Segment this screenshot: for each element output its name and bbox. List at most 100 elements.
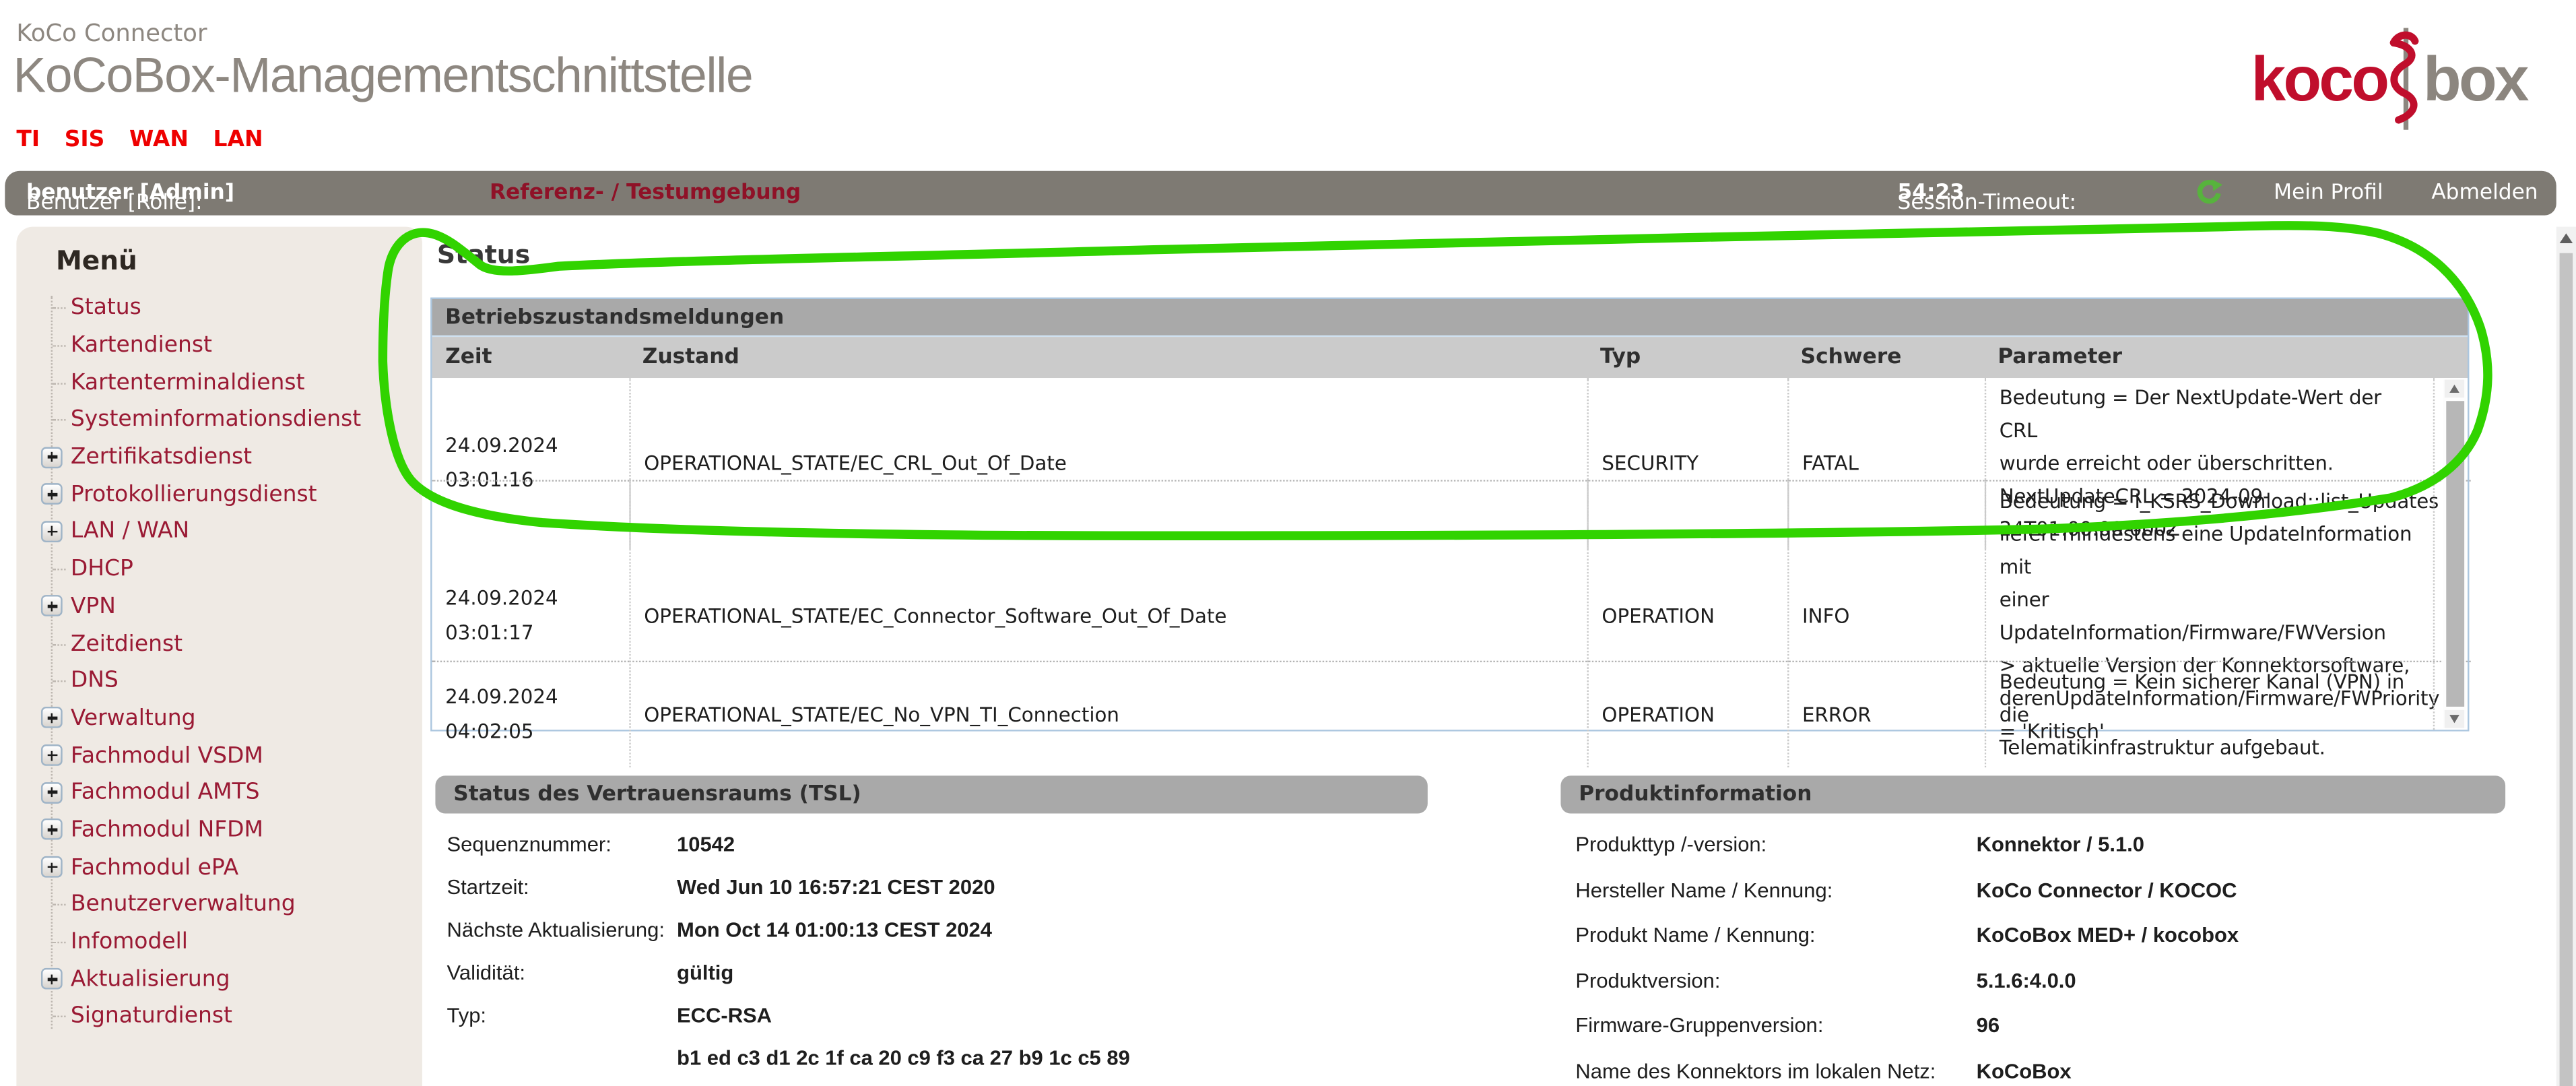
- expand-plus-icon[interactable]: [40, 856, 63, 879]
- menu-item-systeminformationsdienst[interactable]: Systeminformationsdienst: [16, 401, 422, 438]
- session-topbar: Benutzer [Rolle]: benutzer [Admin] Refer…: [5, 170, 2556, 216]
- betriebszustand-table: Betriebszustandsmeldungen Zeit Zustand T…: [430, 297, 2471, 768]
- tree-stub: [53, 941, 66, 944]
- tree-stub: [53, 308, 66, 310]
- menu-item-fachmodul-nfdm[interactable]: Fachmodul NFDM: [16, 811, 422, 848]
- table-row: 24.09.2024 04:02:05 OPERATIONAL_STATE/EC…: [432, 660, 2471, 768]
- page-title-main: KoCoBox-Managementschnittstelle: [13, 49, 754, 104]
- menu-item-fachmodul-amts[interactable]: Fachmodul AMTS: [16, 774, 422, 811]
- interface-status-links: TI SIS WAN LAN: [16, 127, 263, 153]
- product-fields: Produkttyp /-version: Konnektor / 5.1.0 …: [1575, 833, 2528, 1086]
- menu-item-signaturdienst[interactable]: Signaturdienst: [16, 998, 422, 1035]
- tree-stub: [53, 569, 66, 571]
- menu-item-kartendienst[interactable]: Kartendienst: [16, 327, 422, 364]
- user-role-label: Benutzer [Rolle]: benutzer [Admin]: [26, 181, 235, 216]
- tree-stub: [53, 680, 66, 682]
- menu-item-status[interactable]: Status: [16, 289, 422, 326]
- menu-item-zeitdienst[interactable]: Zeitdienst: [16, 625, 422, 662]
- table-title-bar: Betriebszustandsmeldungen: [432, 298, 2468, 338]
- menu-item-verwaltung[interactable]: Verwaltung: [16, 699, 422, 736]
- field-row-konnektor-name: Name des Konnektors im lokalen Netz: KoC…: [1575, 1059, 2072, 1083]
- col-parameter: Parameter: [1997, 345, 2123, 370]
- menu-item-fachmodul-vsdm[interactable]: Fachmodul VSDM: [16, 736, 422, 773]
- field-row-validitaet: Validität: gültig: [447, 961, 734, 985]
- app-subtitle: KoCo Connector: [16, 21, 207, 48]
- user-role-value: benutzer [Admin]: [26, 181, 235, 205]
- menu-item-lan-wan[interactable]: LAN / WAN: [16, 513, 422, 550]
- page-scrollbar[interactable]: [2556, 226, 2576, 1086]
- tree-stub: [53, 1016, 66, 1018]
- expand-plus-icon[interactable]: [40, 819, 63, 841]
- col-typ: Typ: [1599, 345, 1641, 370]
- menu-item-dhcp[interactable]: DHCP: [16, 550, 422, 587]
- expand-plus-icon[interactable]: [40, 781, 63, 804]
- field-row-firmware-gruppenversion: Firmware-Gruppenversion: 96: [1575, 1014, 2000, 1037]
- field-row-naechste-aktualisierung: Nächste Aktualisierung: Mon Oct 14 01:00…: [447, 918, 992, 942]
- field-row-hersteller: Hersteller Name / Kennung: KoCo Connecto…: [1575, 878, 2237, 902]
- expand-plus-icon[interactable]: [40, 446, 63, 468]
- expand-plus-icon[interactable]: [40, 483, 63, 505]
- expand-plus-icon[interactable]: [40, 968, 63, 990]
- environment-badge: Referenz- / Testumgebung: [489, 181, 801, 205]
- refresh-session-icon[interactable]: [2193, 177, 2223, 214]
- field-row-typ: Typ: ECC-RSA: [447, 1004, 772, 1027]
- link-ti[interactable]: TI: [16, 126, 40, 153]
- field-row-startzeit: Startzeit: Wed Jun 10 16:57:21 CEST 2020: [447, 876, 995, 899]
- tree-stub: [53, 345, 66, 347]
- sidebar-menu: Menü Status Kartendienst Kartenterminald…: [16, 226, 422, 1086]
- menu-item-fachmodul-epa[interactable]: Fachmodul ePA: [16, 848, 422, 885]
- table-row: 24.09.2024 03:01:16 OPERATIONAL_STATE/EC…: [432, 378, 2468, 549]
- product-section-header: Produktinformation: [1560, 775, 2506, 814]
- menu-item-protokollierungsdienst[interactable]: Protokollierungsdienst: [16, 476, 422, 513]
- table-body: 24.09.2024 03:01:16 OPERATIONAL_STATE/EC…: [432, 378, 2471, 768]
- tree-stub: [53, 643, 66, 645]
- scroll-up-icon[interactable]: [2444, 379, 2465, 398]
- tree-stub: [53, 382, 66, 385]
- table-row: 24.09.2024 03:01:17 OPERATIONAL_STATE/EC…: [432, 480, 2471, 751]
- content-page-title: Status: [436, 240, 531, 270]
- expand-plus-icon[interactable]: [40, 707, 63, 729]
- menu-item-kartenterminaldienst[interactable]: Kartenterminaldienst: [16, 364, 422, 401]
- col-zeit: Zeit: [445, 345, 492, 370]
- menu-title: Menü: [55, 245, 137, 276]
- my-profile-link[interactable]: Mein Profil: [2274, 181, 2383, 205]
- col-schwere: Schwere: [1800, 345, 1902, 370]
- menu-item-vpn[interactable]: VPN: [16, 587, 422, 625]
- field-row-sequenznummer: Sequenznummer: 10542: [447, 833, 735, 856]
- aesculapius-staff-icon: [2389, 28, 2419, 130]
- field-row-produkttyp: Produkttyp /-version: Konnektor / 5.1.0: [1575, 833, 2145, 856]
- menu-item-dns[interactable]: DNS: [16, 662, 422, 699]
- field-row-produktversion: Produktversion: 5.1.6:4.0.0: [1575, 969, 2076, 992]
- scrollbar-divider: [2433, 378, 2435, 730]
- page-scrollbar-thumb[interactable]: [2559, 253, 2573, 1086]
- table-scrollbar[interactable]: [2443, 379, 2466, 728]
- menu-item-benutzerverwaltung[interactable]: Benutzerverwaltung: [16, 886, 422, 923]
- table-column-headers: Zeit Zustand Typ Schwere Parameter: [432, 337, 2468, 379]
- menu-item-zertifikatsdienst[interactable]: Zertifikatsdienst: [16, 439, 422, 476]
- menu-item-infomodell[interactable]: Infomodell: [16, 923, 422, 960]
- tsl-section-header: Status des Vertrauensraums (TSL): [435, 775, 1428, 814]
- field-row-produktname: Produkt Name / Kennung: KoCoBox MED+ / k…: [1575, 923, 2239, 947]
- tsl-fields: Sequenznummer: 10542 Startzeit: Wed Jun …: [447, 833, 1433, 1086]
- page-scroll-up-icon[interactable]: [2559, 233, 2573, 244]
- link-sis[interactable]: SIS: [64, 126, 105, 153]
- logo-text-box: box: [2422, 45, 2529, 115]
- link-wan[interactable]: WAN: [129, 126, 189, 153]
- table-scrollbar-thumb[interactable]: [2445, 401, 2464, 707]
- expand-plus-icon[interactable]: [40, 521, 63, 542]
- logo-text-koco: koco: [2251, 45, 2389, 115]
- session-timeout: Session-Timeout: 54:23: [1897, 181, 2077, 216]
- scroll-down-icon[interactable]: [2444, 709, 2465, 728]
- expand-plus-icon[interactable]: [40, 595, 63, 617]
- logout-link[interactable]: Abmelden: [2431, 181, 2538, 205]
- tree-stub: [53, 420, 66, 422]
- session-timeout-value: 54:23: [1897, 181, 1964, 205]
- tree-stub: [53, 904, 66, 906]
- col-zustand: Zustand: [642, 345, 739, 370]
- menu-item-aktualisierung[interactable]: Aktualisierung: [16, 961, 422, 998]
- link-lan[interactable]: LAN: [213, 126, 263, 153]
- expand-plus-icon[interactable]: [40, 744, 63, 766]
- field-row-hash: b1 ed c3 d1 2c 1f ca 20 c9 f3 ca 27 b9 1…: [677, 1046, 1130, 1071]
- menu-list: Status Kartendienst Kartenterminaldienst…: [16, 289, 422, 1035]
- kocobox-logo: koco box: [2251, 26, 2529, 135]
